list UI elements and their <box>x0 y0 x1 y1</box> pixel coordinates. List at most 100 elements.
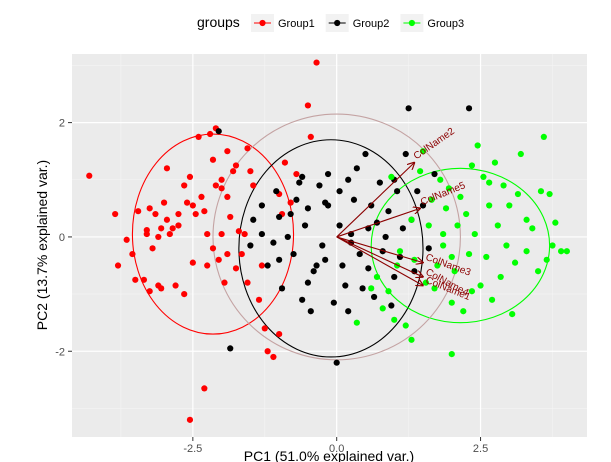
point-group3 <box>558 248 565 255</box>
point-group1 <box>218 230 225 238</box>
point-group1 <box>204 230 211 238</box>
point-group2 <box>287 210 294 218</box>
point-group1 <box>160 199 168 206</box>
point-group2 <box>258 230 265 238</box>
point-group1 <box>201 208 208 215</box>
point-group3 <box>543 256 550 263</box>
point-group2 <box>359 285 366 292</box>
point-group1 <box>247 168 254 175</box>
point-group1 <box>238 250 245 258</box>
point-group1 <box>244 279 251 286</box>
point-group1 <box>163 216 171 223</box>
point-group2 <box>276 256 283 263</box>
point-group2 <box>290 250 297 258</box>
point-group1 <box>123 236 130 243</box>
point-group3 <box>552 219 559 226</box>
point-group3 <box>523 216 530 223</box>
point-group2 <box>356 250 363 258</box>
point-group2 <box>215 128 222 135</box>
point-group2 <box>299 173 306 181</box>
point-group2 <box>339 262 346 269</box>
point-group1 <box>146 205 153 212</box>
point-group1 <box>143 226 150 234</box>
point-group3 <box>388 173 395 181</box>
x-tick-label: -2.5 <box>183 443 202 455</box>
point-group3 <box>486 202 493 209</box>
x-axis: -2.5 0.0 2.5 <box>183 437 488 455</box>
point-group1 <box>140 276 148 283</box>
point-group2 <box>319 242 326 249</box>
point-group1 <box>175 222 182 229</box>
point-group1 <box>281 159 289 166</box>
point-group2 <box>324 170 332 178</box>
point-group2 <box>414 188 421 195</box>
ellipse-group2 <box>238 139 424 358</box>
point-group1 <box>209 245 217 252</box>
point-group2 <box>388 302 395 309</box>
point-group2 <box>399 225 406 232</box>
point-group1 <box>218 185 225 192</box>
point-group2 <box>270 239 277 246</box>
point-group3 <box>529 225 536 232</box>
point-group3 <box>491 159 499 166</box>
point-group3 <box>448 351 455 358</box>
point-group3 <box>503 242 510 249</box>
point-group2 <box>301 222 309 229</box>
point-group1 <box>186 416 194 423</box>
point-group3 <box>379 305 386 312</box>
point-group3 <box>434 262 441 269</box>
point-group1 <box>169 225 176 232</box>
point-group2 <box>264 262 271 269</box>
point-group1 <box>250 182 257 189</box>
point-group1 <box>181 290 188 298</box>
point-group1 <box>224 148 231 155</box>
point-group2 <box>258 202 265 209</box>
point-group3 <box>534 268 542 275</box>
point-group3 <box>460 308 467 315</box>
legend-title: groups <box>197 14 240 30</box>
point-group2 <box>313 262 320 269</box>
point-group1 <box>270 353 277 361</box>
point-group1 <box>313 59 320 66</box>
point-group1 <box>114 262 122 269</box>
loading-arrow <box>336 163 415 238</box>
point-group3 <box>537 188 545 195</box>
point-group3 <box>480 173 487 181</box>
point-group3 <box>353 319 360 326</box>
point-group2 <box>385 208 392 215</box>
point-group2 <box>296 179 303 186</box>
point-group2 <box>304 205 312 212</box>
point-group1 <box>166 230 173 238</box>
point-group1 <box>183 199 191 206</box>
point-group3 <box>514 190 522 198</box>
point-group2 <box>465 105 473 112</box>
point-group1 <box>163 165 171 172</box>
point-group3 <box>408 336 415 343</box>
point-group1 <box>112 210 119 218</box>
point-group1 <box>132 276 139 283</box>
legend-entry-group1: Group1 <box>251 14 315 32</box>
point-group3 <box>463 210 470 218</box>
point-group1 <box>232 265 240 272</box>
x-tick-label: 0.0 <box>329 443 344 455</box>
point-group3 <box>468 162 476 169</box>
point-group1 <box>276 331 283 338</box>
loading-arrow <box>336 236 423 263</box>
point-group3 <box>425 222 432 229</box>
point-group3 <box>468 288 476 295</box>
y-tick-label: -2 <box>55 346 65 358</box>
point-group1 <box>129 250 136 258</box>
point-group2 <box>391 273 398 281</box>
legend-key-point <box>408 19 416 27</box>
point-group1 <box>212 182 219 189</box>
point-group1 <box>181 182 188 189</box>
point-group1 <box>224 193 231 201</box>
point-group3 <box>373 273 381 281</box>
point-group3 <box>549 242 556 249</box>
legend: groups Group1 Group2 Group3 <box>197 14 464 32</box>
point-group2 <box>345 176 352 183</box>
legend-entry-group3: Group3 <box>400 14 464 32</box>
point-group1 <box>204 262 211 269</box>
point-group3 <box>546 190 553 198</box>
point-group2 <box>299 296 306 303</box>
